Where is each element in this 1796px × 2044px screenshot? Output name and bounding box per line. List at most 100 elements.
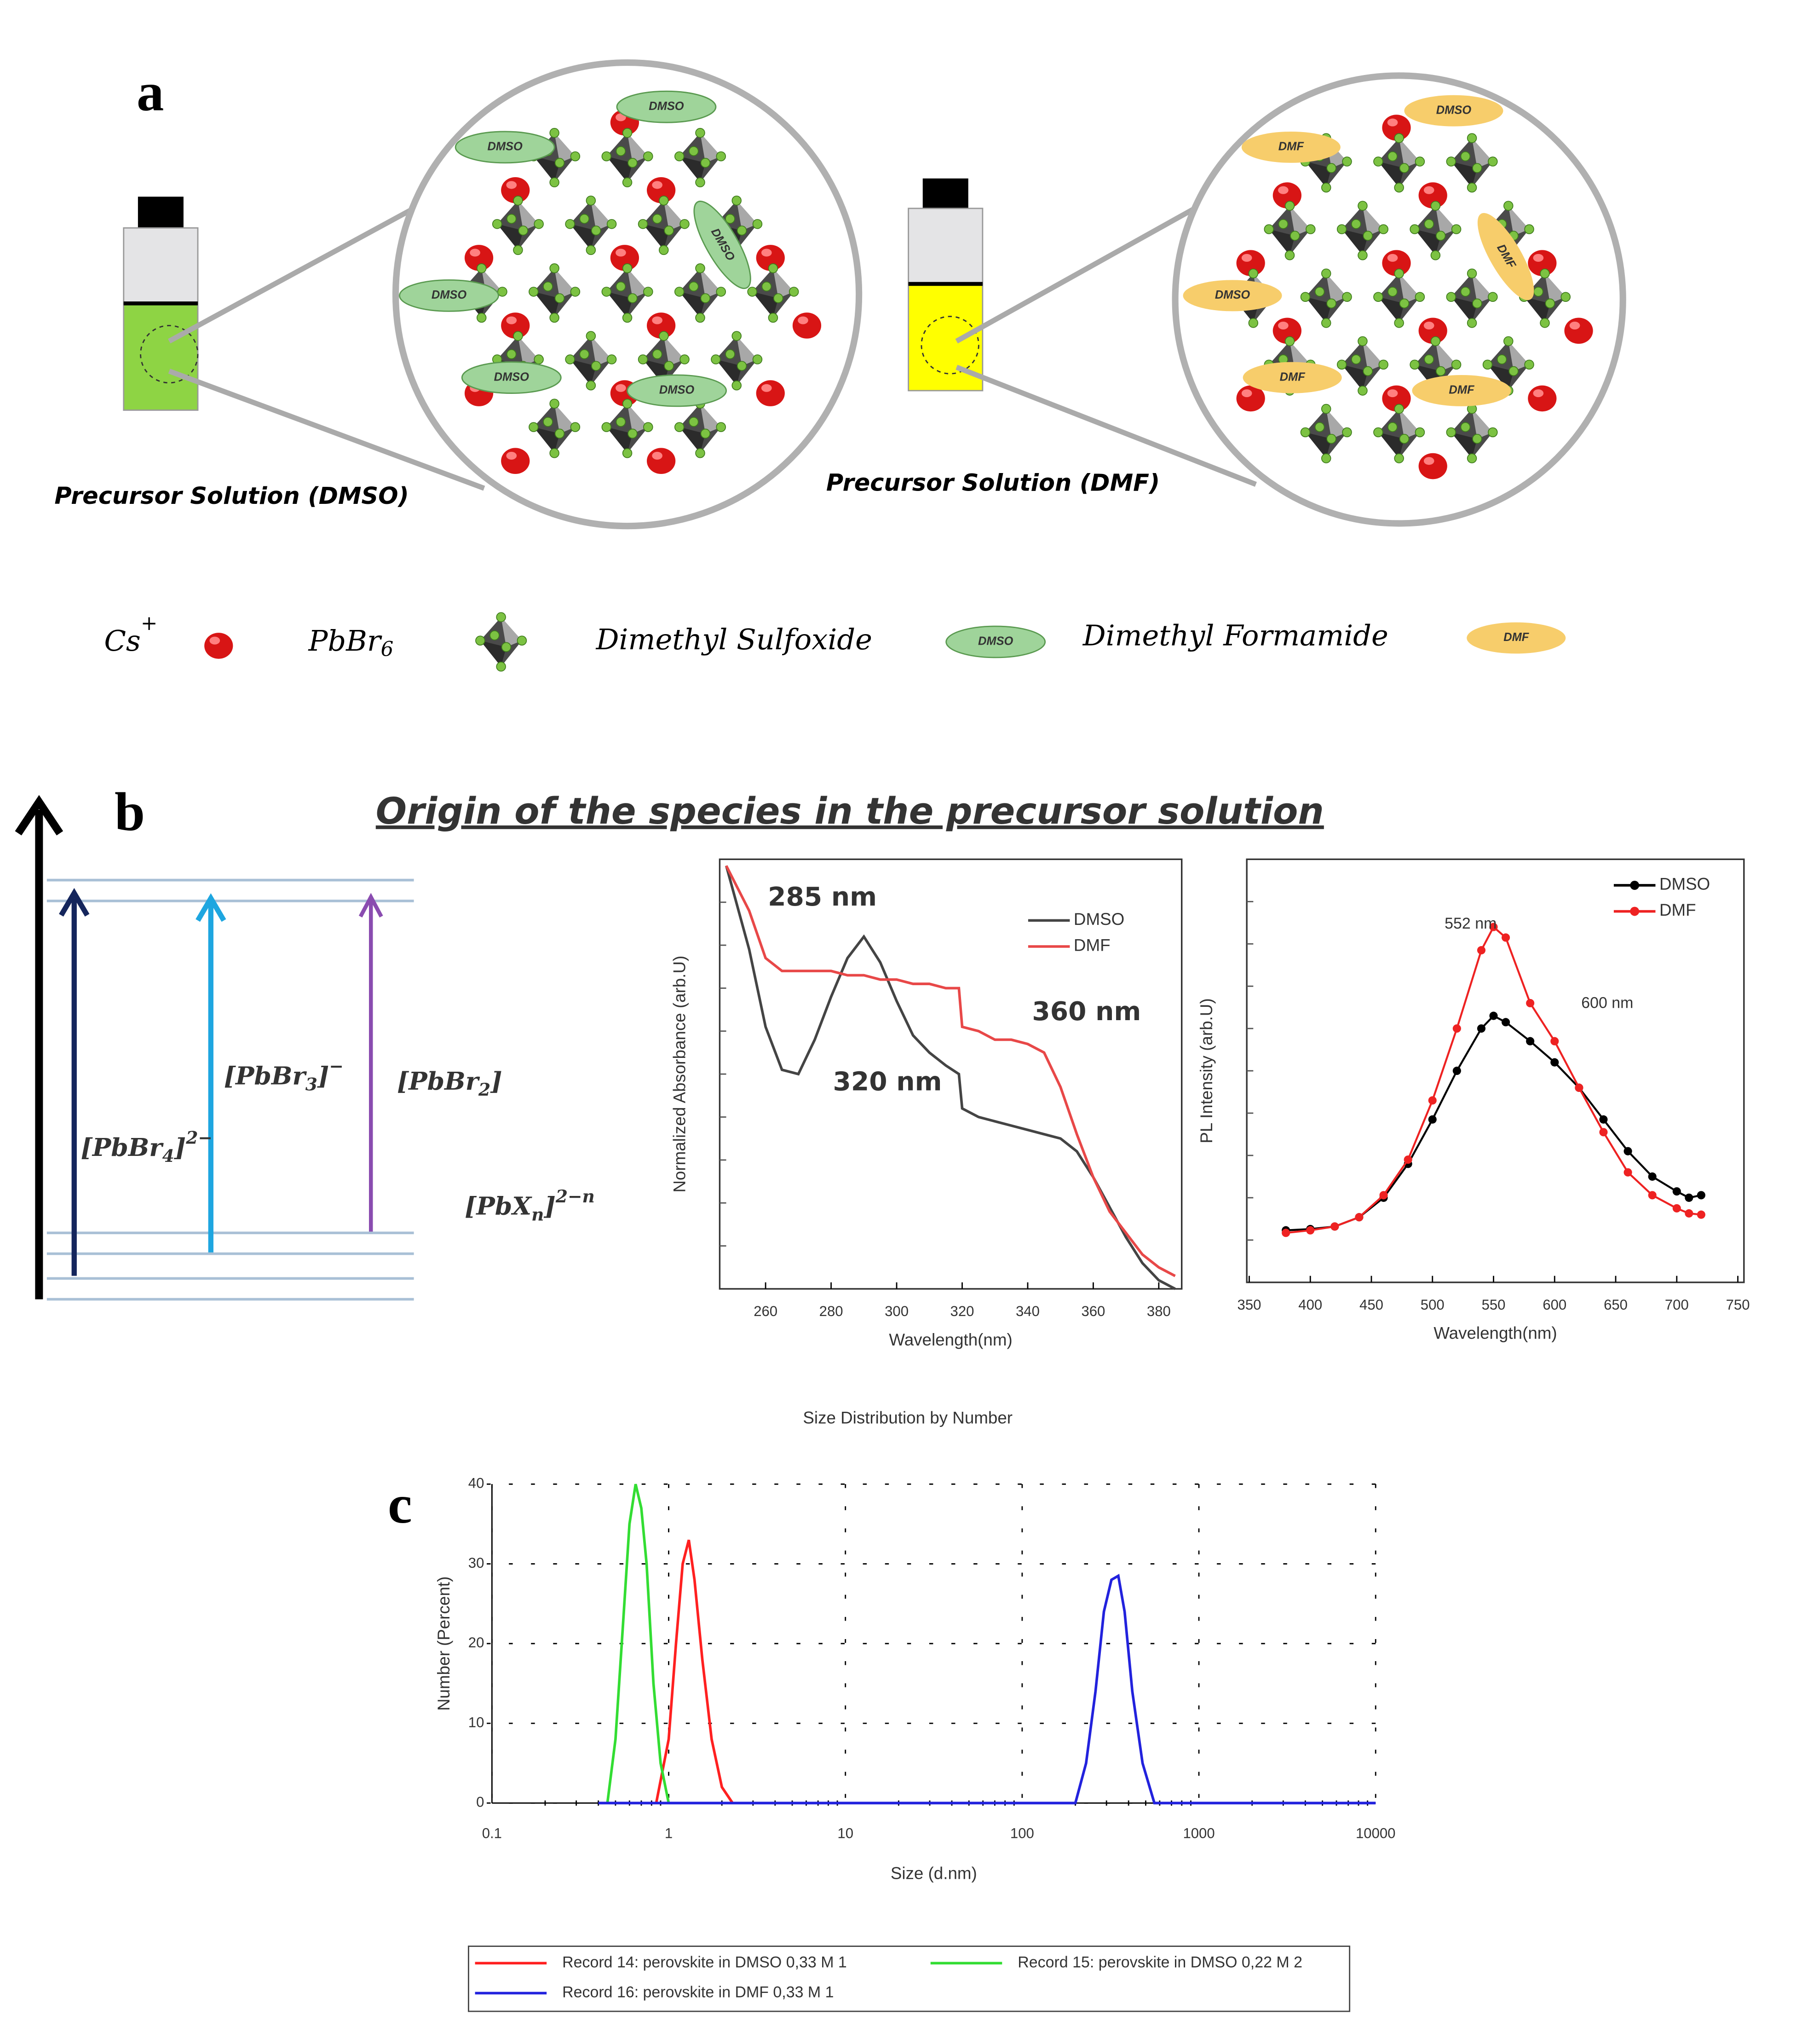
br-atom	[695, 128, 705, 138]
x-tick-label: 0.1	[482, 1825, 502, 1842]
br-atom	[1321, 268, 1331, 279]
cs-highlight	[1423, 457, 1434, 465]
br-atom	[695, 263, 705, 273]
text-part: PbBr	[308, 624, 382, 658]
br-atom	[689, 417, 699, 427]
br-atom	[674, 287, 685, 297]
br-atom	[1394, 182, 1404, 193]
br-atom	[1399, 163, 1410, 173]
cs-highlight	[506, 451, 517, 460]
br-atom	[1394, 453, 1404, 463]
br-atom	[507, 214, 517, 224]
br-atom	[1482, 359, 1493, 370]
br-atom	[554, 293, 565, 303]
br-atom	[627, 158, 638, 168]
br-atom	[1351, 354, 1361, 364]
text-part: Cs	[104, 624, 141, 658]
data-point	[1648, 1172, 1657, 1181]
cs-ion	[647, 448, 676, 474]
solvent	[1467, 622, 1566, 654]
br-atom	[659, 331, 669, 341]
br-atom	[476, 263, 487, 273]
octahedron-face	[1326, 409, 1347, 439]
legend-label: Dimethyl Formamide	[1082, 619, 1388, 652]
br-atom	[1424, 219, 1434, 229]
br-atom	[622, 312, 633, 323]
br-atom	[1336, 224, 1347, 234]
text-part: n	[531, 1204, 544, 1224]
octahedron-face	[1289, 206, 1311, 236]
br-atom	[1545, 298, 1555, 309]
br-atom	[674, 151, 685, 162]
data-point	[1404, 1155, 1412, 1164]
br-atom	[689, 146, 699, 156]
br-atom	[627, 293, 638, 303]
br-atom	[1503, 336, 1514, 346]
br-atom	[616, 417, 626, 427]
cs-highlight	[470, 248, 480, 257]
br-atom	[643, 151, 653, 162]
br-atom	[664, 225, 674, 236]
br-atom	[1415, 156, 1425, 167]
cs-highlight	[1533, 254, 1544, 262]
data-point	[1685, 1209, 1693, 1218]
br-atom	[1306, 224, 1316, 234]
br-atom	[513, 245, 523, 255]
panel-label: a	[137, 62, 164, 122]
octahedron-face	[1305, 297, 1332, 323]
annotation: 552 nm	[1445, 915, 1497, 932]
br-atom	[737, 361, 747, 371]
br-atom	[768, 312, 778, 323]
br-atom	[1540, 318, 1550, 328]
octahedron-face	[1508, 206, 1530, 236]
cs-highlight	[652, 181, 662, 189]
br-atom	[674, 422, 685, 432]
br-atom	[1524, 359, 1534, 370]
br-atom	[570, 287, 581, 297]
vial-top	[123, 227, 199, 304]
br-atom	[1321, 404, 1331, 414]
zoom-line	[955, 206, 1196, 344]
br-atom	[789, 287, 799, 297]
data-point	[1599, 1128, 1608, 1137]
solvent	[1243, 362, 1342, 393]
br-atom	[1446, 156, 1456, 167]
vial-cap	[138, 196, 184, 228]
x-axis-label: Size (d.nm)	[891, 1864, 977, 1883]
br-atom	[1314, 287, 1325, 297]
chart-title: Size Distribution by Number	[803, 1409, 1013, 1427]
br-atom	[1472, 163, 1482, 173]
br-atom	[1342, 292, 1352, 302]
x-tick-label: 550	[1482, 1297, 1506, 1313]
br-atom	[591, 361, 601, 371]
br-atom	[586, 245, 596, 255]
br-atom	[1430, 201, 1441, 211]
cs-ion	[1564, 318, 1593, 344]
br-atom	[627, 428, 638, 439]
br-atom	[1460, 422, 1471, 432]
br-atom	[679, 219, 690, 229]
br-atom	[1410, 224, 1420, 234]
legend-marker	[1630, 881, 1640, 890]
br-atom	[716, 151, 726, 162]
br-atom	[1314, 422, 1325, 432]
solvent-tag: DMSO	[659, 384, 695, 397]
cs-highlight	[1278, 186, 1289, 194]
br-atom	[1394, 133, 1404, 143]
br-atom	[549, 448, 559, 458]
cs-highlight	[1387, 254, 1398, 262]
br-atom	[496, 661, 506, 672]
data-point	[1502, 1018, 1510, 1027]
data-point	[1623, 1168, 1632, 1177]
zoom-line	[168, 206, 415, 344]
br-atom	[1326, 298, 1336, 309]
br-atom	[517, 635, 527, 646]
br-atom	[1430, 250, 1441, 260]
text-part: ]	[317, 1062, 329, 1091]
data-point	[1502, 933, 1510, 942]
br-atom	[1336, 359, 1347, 370]
br-atom	[1467, 182, 1477, 193]
octahedron-face	[663, 336, 685, 366]
br-atom	[1373, 156, 1383, 167]
y-axis-label: Normalized Absorbance (arb.U)	[670, 956, 689, 1193]
